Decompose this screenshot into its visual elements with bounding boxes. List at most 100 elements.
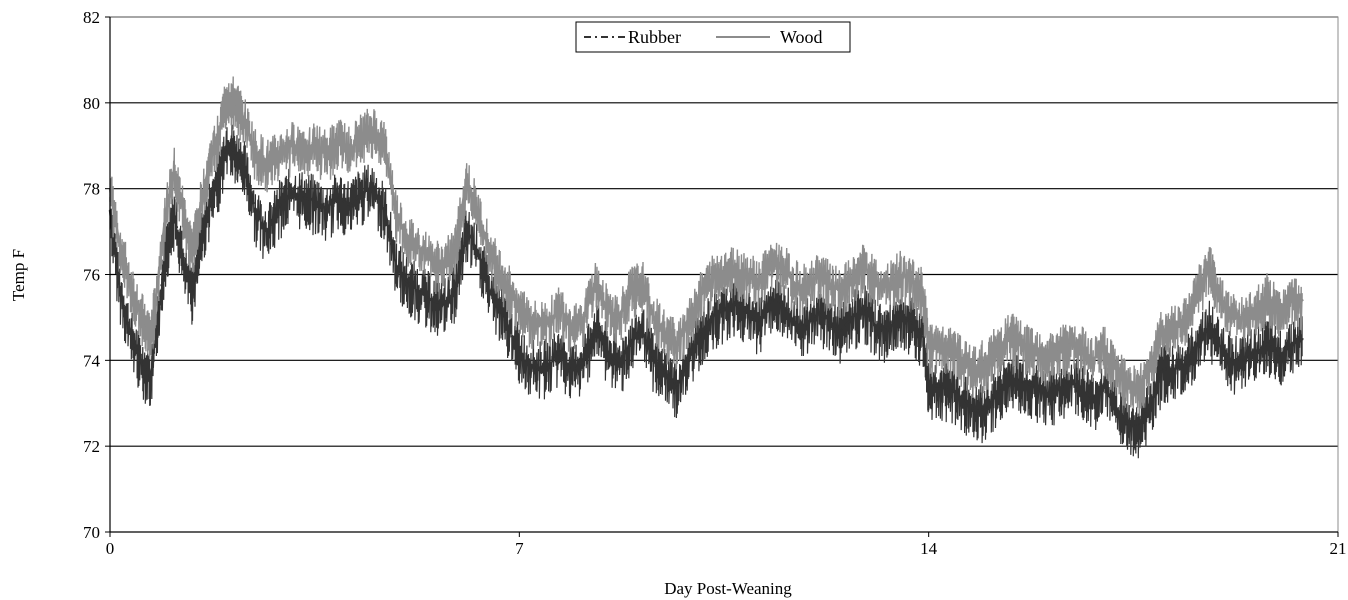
point-rubber (536, 368, 538, 370)
point-wood (1103, 346, 1105, 349)
point-rubber (1161, 368, 1164, 370)
point-wood (430, 260, 433, 263)
point-wood (781, 265, 784, 267)
y-tick-label-76: 76 (83, 266, 100, 285)
point-rubber (1009, 376, 1012, 379)
point-wood (939, 346, 942, 349)
point-rubber (290, 192, 293, 194)
point-rubber (1091, 398, 1094, 400)
point-wood (571, 325, 573, 327)
point-wood (173, 170, 176, 173)
point-rubber (255, 213, 257, 216)
point-wood (840, 290, 842, 293)
point-wood (805, 286, 807, 289)
point-rubber (898, 312, 901, 314)
point-rubber (963, 398, 965, 400)
point-rubber (875, 325, 877, 327)
point-wood (1091, 359, 1094, 362)
point-wood (1267, 295, 1269, 297)
point-wood (711, 278, 714, 280)
y-tick-label-82: 82 (83, 8, 100, 27)
point-rubber (524, 359, 526, 362)
point-wood (243, 119, 246, 121)
point-wood (1009, 333, 1012, 336)
point-wood (360, 136, 363, 138)
point-rubber (465, 230, 468, 233)
point-rubber (267, 230, 269, 233)
point-rubber (278, 205, 281, 207)
point-wood (641, 282, 643, 284)
y-tick-label-72: 72 (83, 437, 100, 456)
point-rubber (723, 308, 725, 310)
point-rubber (606, 350, 608, 353)
point-wood (898, 273, 901, 276)
point-rubber (1173, 368, 1176, 370)
point-rubber (1302, 338, 1304, 340)
point-wood (1302, 299, 1304, 302)
y-tick-label-78: 78 (83, 180, 100, 199)
point-rubber (734, 303, 737, 306)
point-rubber (910, 320, 912, 323)
point-wood (828, 282, 831, 284)
point-rubber (243, 166, 246, 168)
point-wood (208, 162, 211, 164)
point-wood (465, 179, 468, 181)
point-wood (688, 316, 690, 319)
point-rubber (477, 252, 480, 254)
point-wood (372, 127, 374, 130)
point-rubber (699, 333, 702, 336)
point-wood (1278, 312, 1281, 314)
point-wood (963, 359, 965, 362)
point-wood (454, 248, 456, 250)
point-rubber (559, 350, 562, 353)
point-rubber (688, 359, 690, 362)
point-rubber (986, 406, 988, 409)
point-wood (886, 286, 889, 289)
point-rubber (129, 333, 132, 336)
point-wood (1255, 308, 1257, 310)
point-wood (1173, 325, 1176, 327)
point-rubber (217, 179, 219, 181)
point-wood (1220, 299, 1222, 302)
point-wood (758, 282, 760, 284)
point-rubber (641, 329, 643, 332)
point-wood (150, 333, 152, 336)
point-wood (699, 295, 702, 297)
point-rubber (454, 290, 456, 293)
point-rubber (199, 239, 202, 241)
point-wood (1044, 355, 1047, 357)
point-wood (384, 145, 386, 147)
point-rubber (746, 312, 749, 314)
point-wood (255, 153, 257, 156)
point-wood (199, 205, 202, 207)
point-rubber (770, 299, 772, 302)
series-rubber-line (108, 138, 1304, 426)
point-rubber (1068, 381, 1070, 383)
point-wood (1150, 363, 1152, 366)
point-wood (1161, 329, 1164, 332)
y-tick-label-70: 70 (83, 523, 100, 542)
point-wood (582, 316, 585, 319)
point-rubber (1126, 423, 1129, 426)
point-rubber (141, 363, 143, 366)
point-wood (512, 295, 515, 297)
point-wood (226, 93, 228, 95)
point-rubber (805, 325, 807, 327)
point-rubber (629, 342, 632, 345)
point-rubber (1278, 355, 1281, 357)
tick-labels: 70 72 74 76 78 80 82 0 7 14 21 (83, 8, 1347, 558)
point-wood (922, 290, 924, 293)
point-rubber (489, 290, 491, 293)
point-rubber (372, 187, 374, 190)
point-rubber (863, 308, 866, 310)
point-rubber (191, 290, 193, 293)
point-rubber (337, 196, 339, 199)
point-rubber (442, 303, 445, 306)
point-wood (1126, 385, 1129, 387)
series-wood-jitter (109, 76, 1303, 417)
point-rubber (1255, 350, 1257, 353)
point-wood (217, 136, 219, 138)
point-rubber (886, 329, 889, 332)
point-wood (559, 308, 562, 310)
point-wood (1068, 342, 1070, 345)
